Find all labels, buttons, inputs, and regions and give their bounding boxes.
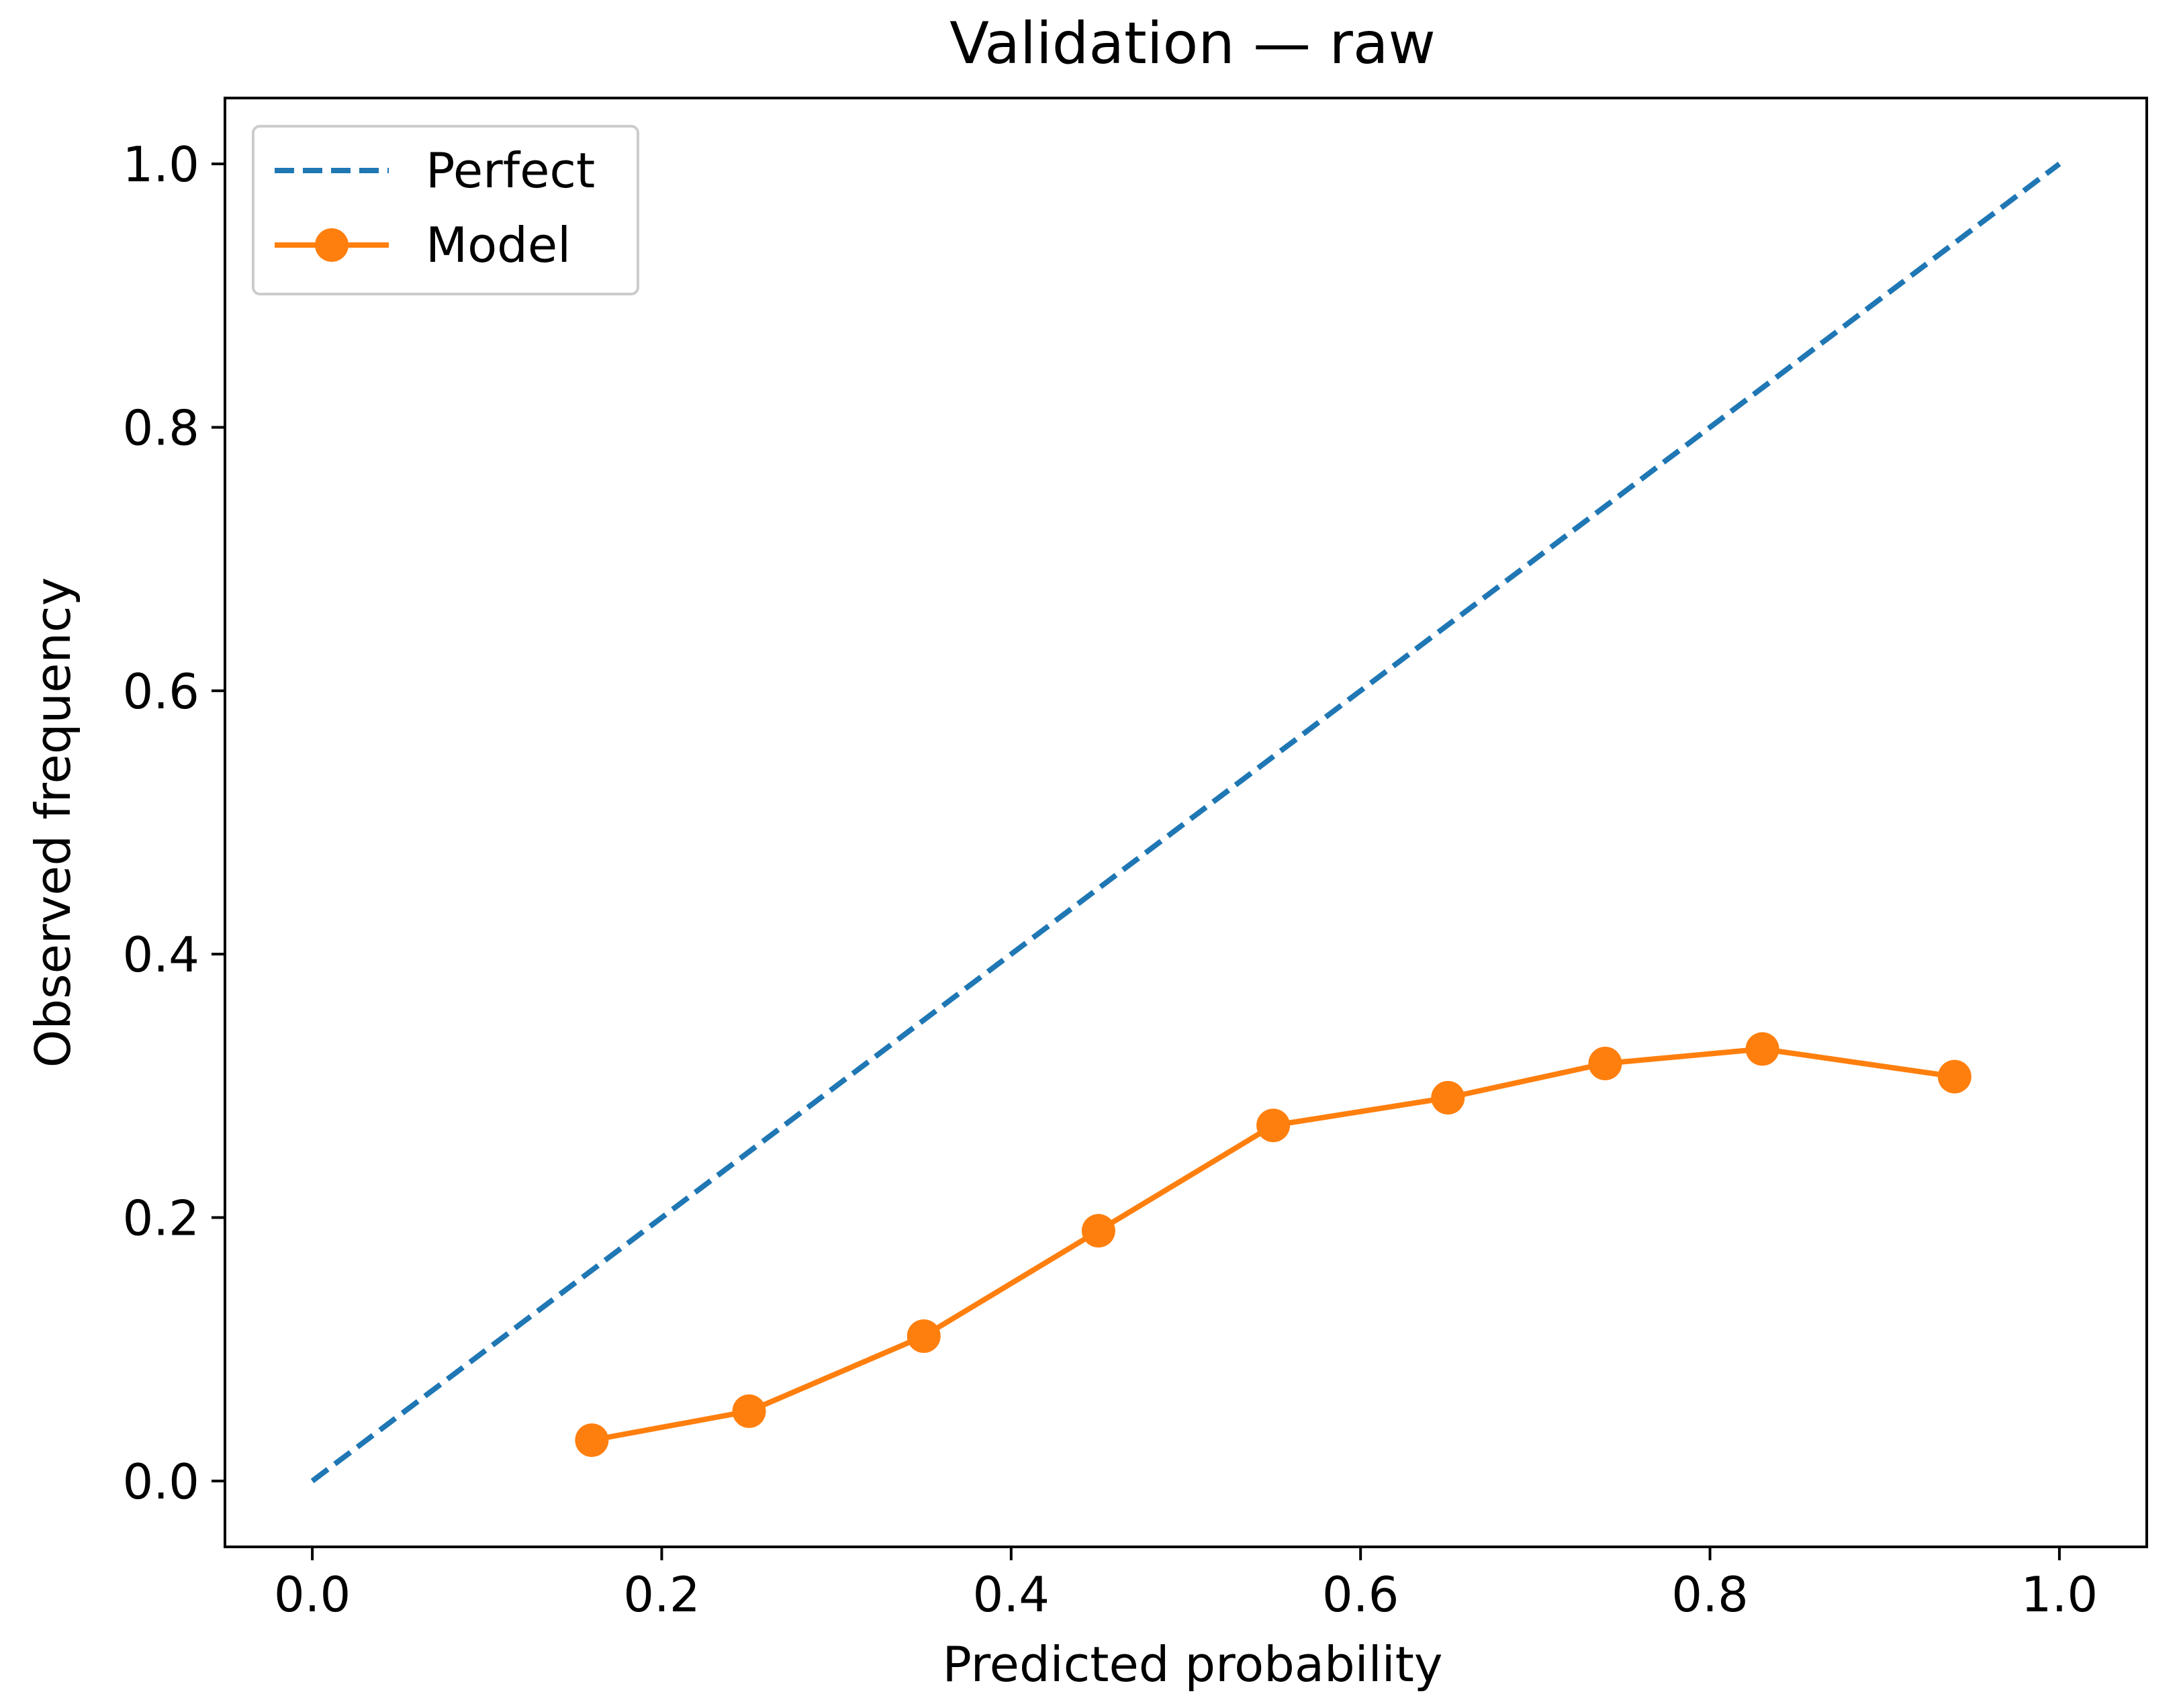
x-axis: 0.0 0.2 0.4 0.6 0.8 1.0: [274, 1547, 2098, 1623]
chart-title: Validation — raw: [949, 10, 1436, 77]
y-axis: 0.0 0.2 0.4 0.6 0.8 1.0: [122, 136, 225, 1510]
series-model-point: [907, 1319, 941, 1354]
x-axis-label: Predicted probability: [942, 1636, 1442, 1693]
y-tick-label: 1.0: [122, 136, 199, 193]
y-tick-label: 0.0: [122, 1454, 199, 1510]
series-model-point: [1745, 1032, 1779, 1066]
plot-frame: [224, 97, 2148, 1548]
x-tick-label: 0.2: [623, 1566, 700, 1623]
series-model-point: [1081, 1214, 1115, 1248]
series-model-point: [1431, 1081, 1465, 1115]
series-model-point: [1588, 1047, 1622, 1081]
legend-model-label: Model: [426, 217, 571, 273]
series-model-point: [1256, 1108, 1291, 1143]
legend-model-marker: [315, 228, 349, 262]
y-axis-label: Observed frequency: [25, 577, 81, 1068]
series-model-point: [575, 1423, 609, 1458]
legend-perfect-label: Perfect: [426, 142, 595, 199]
y-tick-label: 0.8: [122, 399, 199, 456]
x-tick-label: 0.4: [973, 1566, 1050, 1623]
x-tick-label: 0.6: [1322, 1566, 1399, 1623]
series-perfect-line: [310, 161, 2061, 1484]
series-model-point: [732, 1394, 766, 1428]
y-tick-label: 0.6: [122, 663, 199, 720]
y-tick-label: 0.4: [122, 927, 199, 983]
x-tick-label: 0.8: [1671, 1566, 1749, 1623]
legend: Perfect Model: [252, 125, 639, 295]
series-layer: [310, 161, 2061, 1484]
x-tick-label: 0.0: [274, 1566, 351, 1623]
x-tick-label: 1.0: [2021, 1566, 2098, 1623]
series-model-point: [1937, 1059, 1971, 1094]
y-tick-label: 0.2: [122, 1190, 199, 1247]
